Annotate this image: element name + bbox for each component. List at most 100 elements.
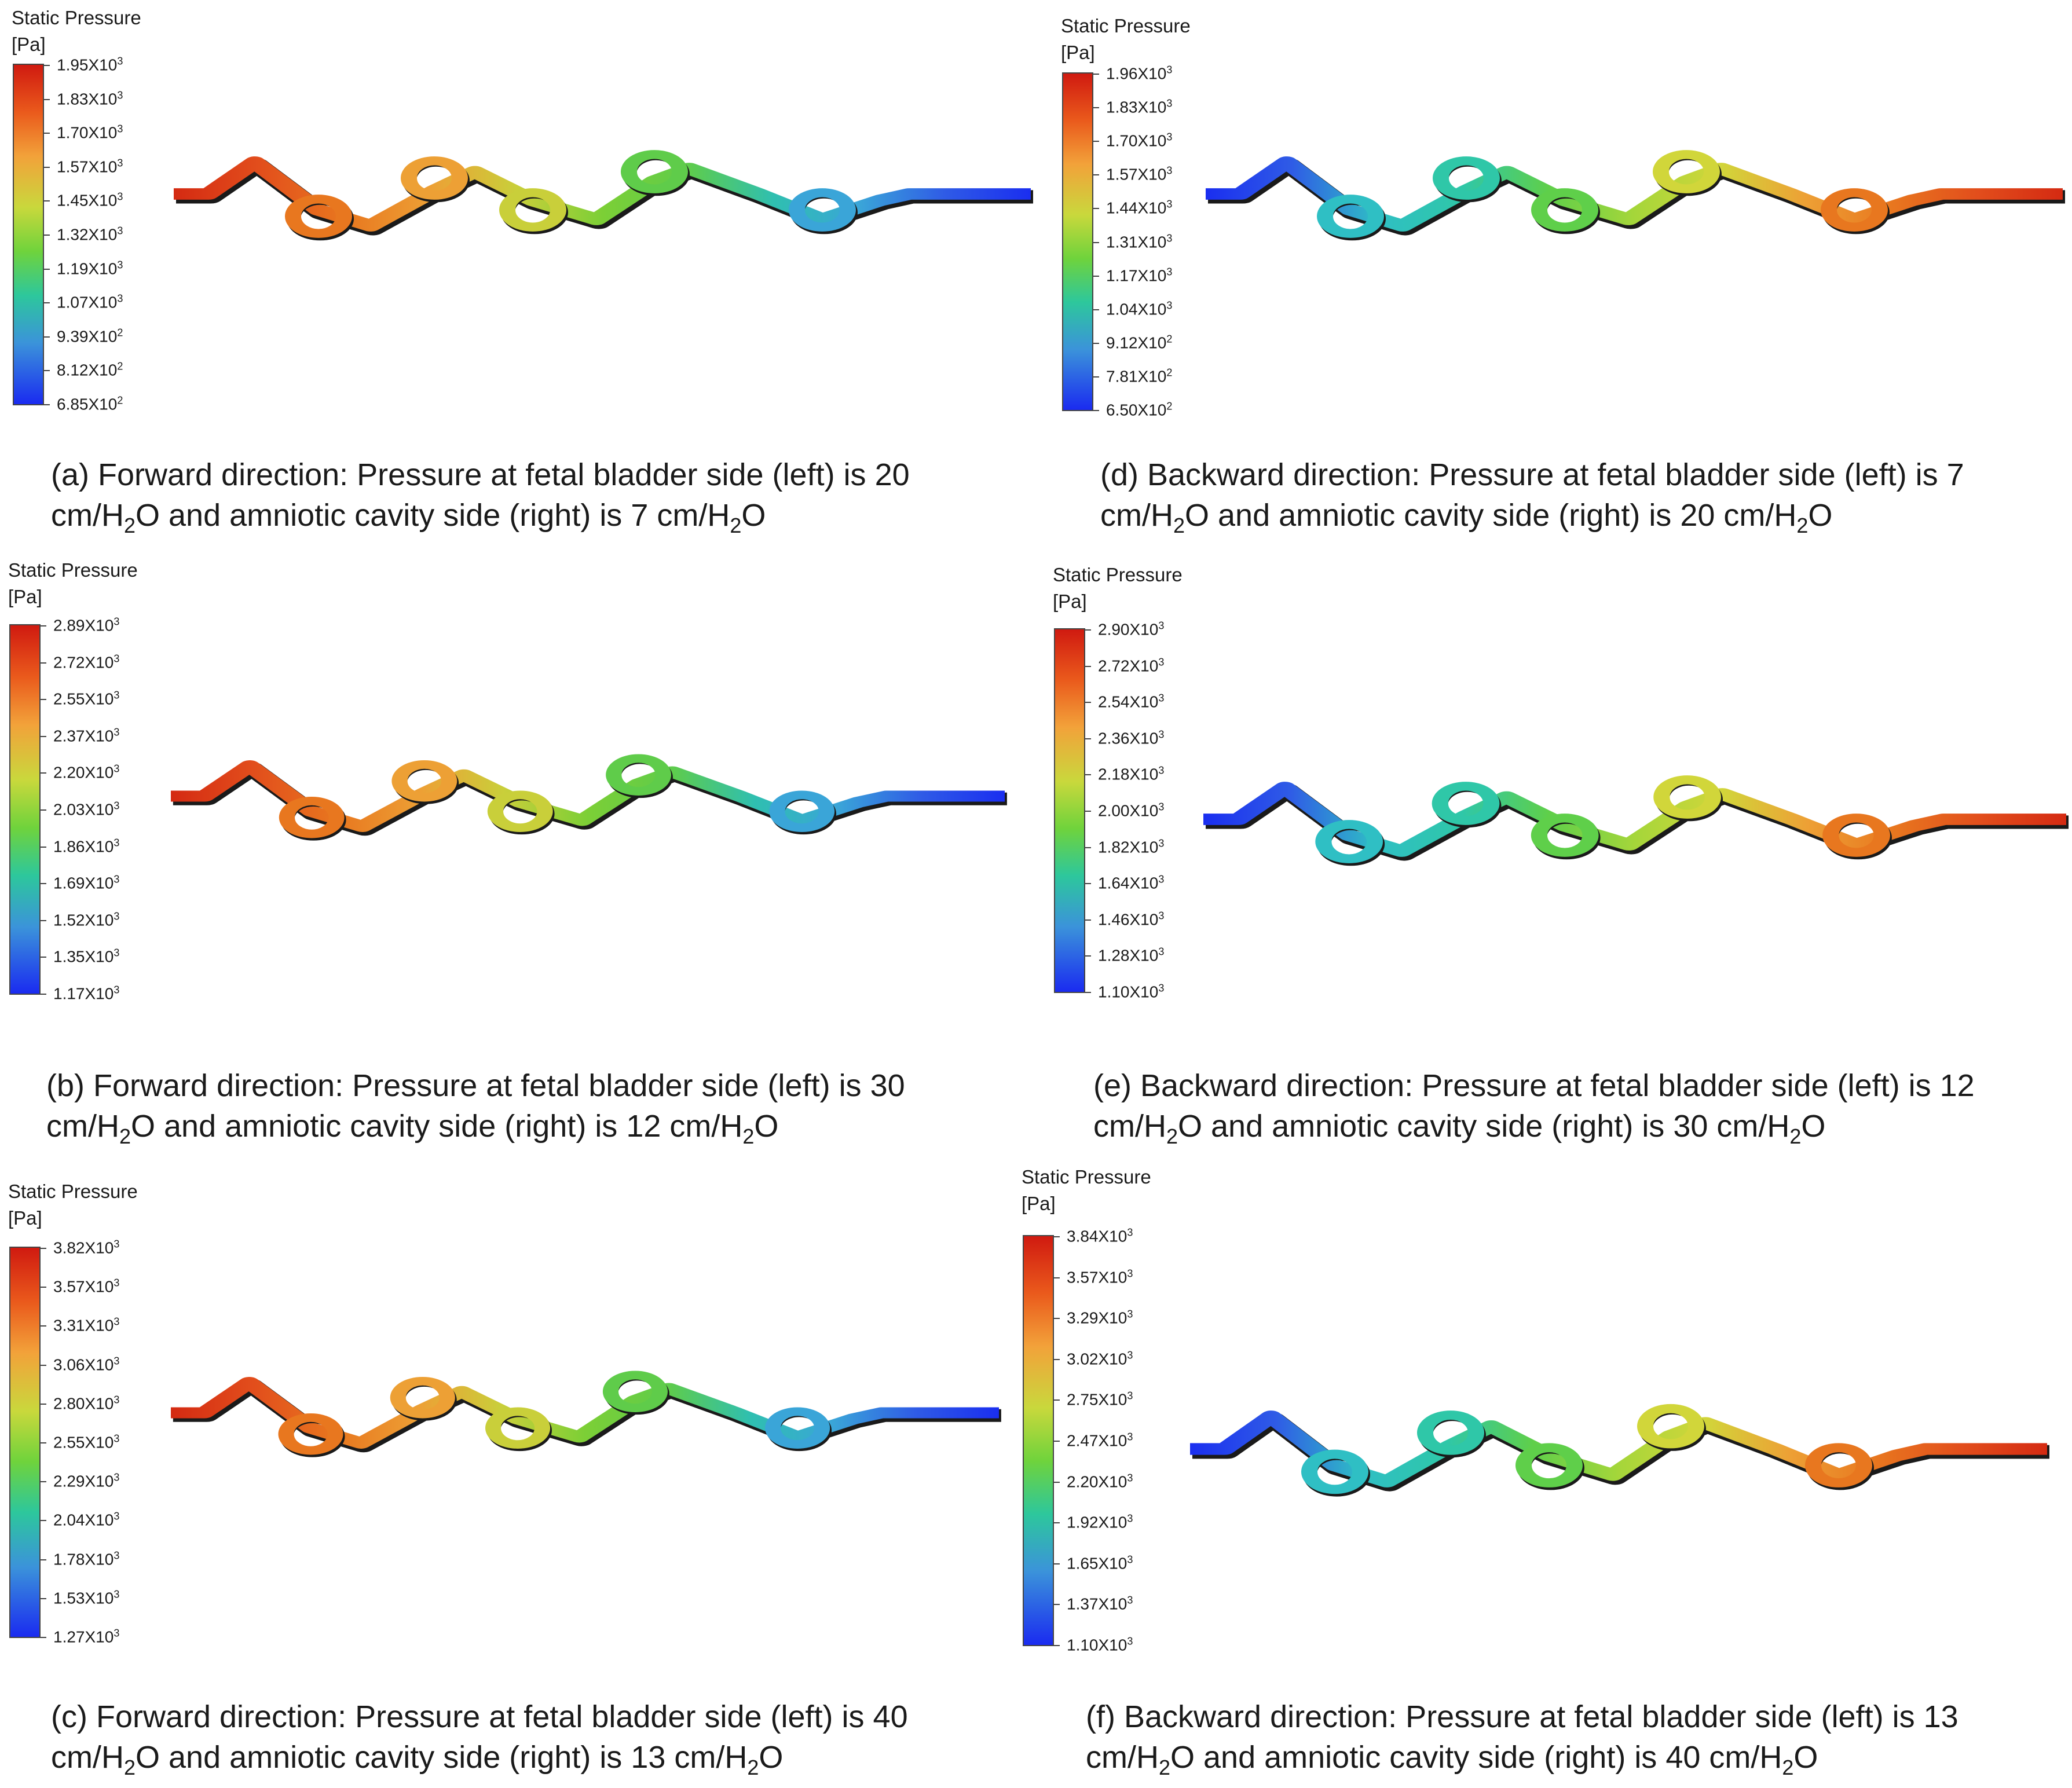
tick-exponent: 2 xyxy=(1166,367,1173,379)
caption-text: cm/H xyxy=(1086,1740,1159,1775)
tick-exponent: 3 xyxy=(1166,265,1173,277)
colorbar-tick-label: 1.78X103 xyxy=(53,1549,119,1569)
tick-mantissa: 1.44X10 xyxy=(1106,199,1167,218)
tick-mantissa: 1.57X10 xyxy=(57,157,118,176)
colorbar-tick xyxy=(1054,1563,1060,1564)
tick-exponent: 3 xyxy=(114,1627,120,1639)
tick-exponent: 3 xyxy=(1158,982,1165,994)
colorbar-tick xyxy=(41,1364,46,1366)
colorbar-tick xyxy=(1093,208,1099,210)
colorbar-tick xyxy=(41,1520,46,1522)
colorbar xyxy=(9,1247,41,1638)
channel-loop xyxy=(1531,188,1598,232)
colorbar-tick xyxy=(44,65,50,66)
colorbar-tick-label: 2.75X103 xyxy=(1067,1390,1133,1409)
channel-loop xyxy=(1531,814,1599,857)
colorbar-tick-label: 3.57X103 xyxy=(53,1277,119,1296)
caption-text: O xyxy=(1793,1740,1818,1775)
tick-exponent: 2 xyxy=(1166,333,1173,345)
tick-exponent: 3 xyxy=(114,1588,120,1600)
tick-mantissa: 2.55X10 xyxy=(53,1433,114,1452)
tick-exponent: 3 xyxy=(1127,1267,1133,1279)
channel-loop xyxy=(765,1407,830,1449)
caption-subscript: 2 xyxy=(1796,513,1809,537)
tick-exponent: 2 xyxy=(117,360,123,372)
caption-subscript: 2 xyxy=(742,1124,755,1148)
caption-line-1: (d) Backward direction: Pressure at feta… xyxy=(1100,457,1964,492)
colorbar-tick-label: 2.80X103 xyxy=(53,1394,119,1413)
tick-exponent: 3 xyxy=(1158,655,1165,668)
colorbar-tick-label: 2.47X103 xyxy=(1067,1431,1133,1450)
tick-exponent: 3 xyxy=(1166,64,1173,76)
colorbar-title-text: Static Pressure xyxy=(8,559,138,581)
tick-exponent: 3 xyxy=(114,1238,120,1250)
tick-exponent: 3 xyxy=(114,910,120,922)
colorbar-tick-label: 3.02X103 xyxy=(1067,1349,1133,1368)
tick-mantissa: 1.92X10 xyxy=(1067,1513,1127,1531)
colorbar-tick-label: 1.17X103 xyxy=(53,984,119,1003)
tick-mantissa: 2.20X10 xyxy=(1067,1472,1127,1491)
tick-exponent: 3 xyxy=(1127,1635,1133,1647)
colorbar-tick xyxy=(1054,1645,1060,1646)
tick-exponent: 3 xyxy=(1127,1226,1133,1239)
colorbar xyxy=(9,624,41,995)
colorbar-tick xyxy=(41,662,46,664)
channel-contour xyxy=(1203,775,2069,866)
tick-exponent: 3 xyxy=(114,1316,120,1328)
colorbar-tick-label: 2.55X103 xyxy=(53,1432,119,1452)
colorbar-tick xyxy=(41,1287,46,1288)
caption-text: cm/H xyxy=(1093,1109,1166,1144)
colorbar-unit: [Pa] xyxy=(1022,1193,1056,1215)
tick-mantissa: 3.57X10 xyxy=(1067,1268,1127,1287)
colorbar-tick-label: 3.29X103 xyxy=(1067,1309,1133,1328)
channel-body xyxy=(171,760,1005,832)
caption-d: (d) Backward direction: Pressure at feta… xyxy=(1100,455,2072,546)
colorbar-title-text: Static Pressure xyxy=(12,7,141,28)
tick-mantissa: 2.18X10 xyxy=(1098,765,1159,784)
colorbar-tick-label: 2.18X103 xyxy=(1098,765,1164,784)
caption-subscript: 2 xyxy=(123,1755,136,1779)
tick-mantissa: 1.19X10 xyxy=(57,259,118,278)
colorbar-tick-label: 1.19X103 xyxy=(57,259,123,278)
tick-exponent: 3 xyxy=(114,689,120,701)
colorbar-tick xyxy=(1054,1604,1060,1606)
caption-line-1: (b) Forward direction: Pressure at fetal… xyxy=(46,1068,905,1103)
colorbar-tick xyxy=(1054,1236,1060,1237)
tick-exponent: 3 xyxy=(114,984,120,996)
colorbar-tick-label: 2.29X103 xyxy=(53,1472,119,1491)
colorbar-tick xyxy=(1085,955,1091,957)
caption-text: O xyxy=(1808,498,1833,533)
caption-line-2: cm/H2O and amniotic cavity side (right) … xyxy=(1093,1106,2072,1157)
channel-contour xyxy=(174,150,1034,241)
colorbar-tick-label: 7.81X102 xyxy=(1106,367,1172,386)
channel-loop xyxy=(400,156,468,200)
colorbar-tick xyxy=(41,1559,46,1560)
channel-contour xyxy=(171,1371,1001,1457)
tick-mantissa: 1.35X10 xyxy=(53,948,114,966)
tick-mantissa: 3.57X10 xyxy=(53,1277,114,1296)
channel-loop xyxy=(499,188,566,232)
channel-loop xyxy=(1652,150,1720,193)
colorbar-tick xyxy=(41,809,46,811)
colorbar-tick-label: 1.69X103 xyxy=(53,874,119,893)
colorbar-tick xyxy=(44,98,50,100)
caption-line-1: (a) Forward direction: Pressure at fetal… xyxy=(51,457,910,492)
colorbar-tick-label: 1.86X103 xyxy=(53,837,119,856)
caption-text: O xyxy=(1801,1109,1826,1144)
tick-mantissa: 9.39X10 xyxy=(57,327,118,346)
tick-exponent: 3 xyxy=(114,726,120,738)
caption-subscript: 2 xyxy=(730,513,742,537)
caption-subscript: 2 xyxy=(747,1755,759,1779)
colorbar-tick-label: 8.12X102 xyxy=(57,361,123,380)
caption-subscript: 2 xyxy=(1166,1124,1178,1148)
tick-mantissa: 1.96X10 xyxy=(1106,64,1167,83)
channel-contour xyxy=(171,754,1007,841)
channel-loop xyxy=(1315,820,1383,863)
colorbar-tick xyxy=(44,200,50,202)
colorbar-tick xyxy=(1093,275,1099,277)
channel-loop xyxy=(390,1377,455,1419)
tick-mantissa: 1.28X10 xyxy=(1098,947,1159,965)
caption-subscript: 2 xyxy=(1158,1755,1171,1779)
caption-text: O and amniotic cavity side (right) is 13… xyxy=(136,1740,748,1775)
channel-loop xyxy=(391,760,457,802)
